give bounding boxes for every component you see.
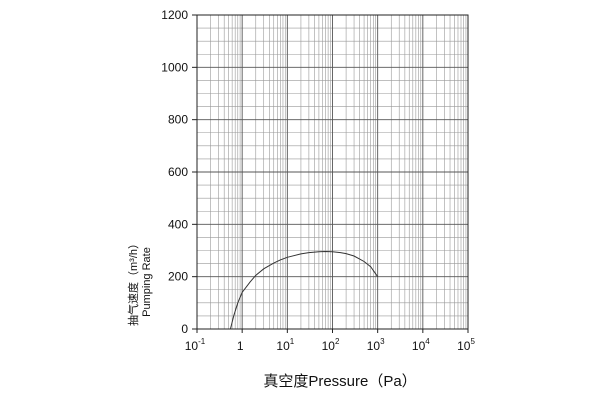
y-tick-label: 400 — [168, 217, 188, 231]
x-tick-label: 101 — [276, 337, 294, 353]
x-tick-label: 1 — [237, 339, 244, 353]
y-tick-label: 600 — [168, 165, 188, 179]
y-tick-label: 0 — [181, 322, 188, 336]
y-axis-label-chinese: 抽气速度（m³/h） — [126, 238, 140, 326]
y-axis-ticks: 0 200 400 600 800 1000 1200 — [161, 8, 197, 336]
y-tick-label: 1200 — [161, 8, 188, 22]
x-tick-label: 104 — [412, 337, 430, 353]
y-tick-label: 1000 — [161, 60, 188, 74]
x-tick-label: 10-1 — [185, 337, 206, 353]
x-axis-label: 真空度Pressure（Pa） — [263, 372, 416, 390]
pumping-rate-curve — [229, 251, 379, 330]
x-tick-label: 103 — [367, 337, 385, 353]
x-tick-label: 102 — [322, 337, 340, 353]
x-tick-label: 105 — [457, 337, 475, 353]
y-tick-label: 800 — [168, 113, 188, 127]
y-tick-label: 200 — [168, 270, 188, 284]
y-axis-label-english: Pumping Rate — [141, 247, 153, 317]
x-axis-ticks: 10-1 1 101 102 103 104 105 — [185, 329, 475, 353]
